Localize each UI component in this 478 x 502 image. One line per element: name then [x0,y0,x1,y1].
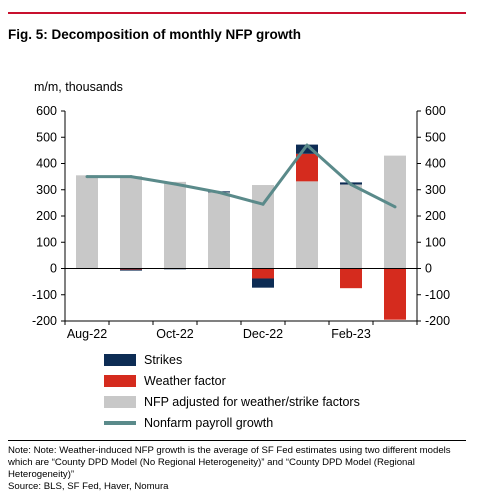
legend-item-nfp-adjusted: NFP adjusted for weather/strike factors [104,391,360,412]
title-rule [8,12,466,14]
y-axis-unit-label: m/m, thousands [34,80,123,94]
y-tick-label-right: 200 [425,209,446,223]
notes-block: Note: Note: Weather-induced NFP growth i… [8,445,470,493]
note-text: Note: Note: Weather-induced NFP growth i… [8,445,451,480]
bar-nfp-adjusted-for-weather-strike-factors-sep-22 [120,176,142,269]
bar-weather-factor-mar-23 [384,268,406,320]
bar-nfp-adjusted-for-weather-strike-factors-nov-22 [208,192,230,269]
y-tick-label-right: -200 [425,314,450,328]
bar-weather-factor-feb-23 [340,268,362,289]
legend-label-strikes: Strikes [144,352,183,367]
figure-title: Fig. 5: Decomposition of monthly NFP gro… [8,27,301,42]
bar-strikes-sep-22 [120,269,142,271]
y-tick-label-left: 200 [36,209,57,223]
bar-nfp-adjusted-for-weather-strike-factors-oct-22 [164,181,186,269]
y-tick-label-right: 400 [425,157,446,171]
y-tick-label-left: -100 [32,288,57,302]
line-nonfarm-payroll-growth [87,143,396,209]
y-tick-label-left: -200 [32,314,57,328]
point-nonfarm-payroll-aug-22 [85,175,89,179]
x-tick-label-oct-22: Oct-22 [156,327,194,341]
y-tick-label-right: -100 [425,288,450,302]
bars-layer [76,144,406,320]
point-nonfarm-payroll-sep-22 [129,175,133,179]
legend-swatch-weather-factor [104,374,136,387]
nfp-decomposition-chart: -200 -200 -100 -100 0 0 100 100 200 200 300 300 400 4… [32,104,450,341]
y-tick-label-left: 100 [36,235,57,249]
legend-swatch-strikes [104,353,136,366]
point-nonfarm-payroll-jan-23 [305,143,309,147]
y-tick-label-left: 500 [36,130,57,144]
legend-swatch-nfp-adjusted [104,395,136,408]
bar-weather-factor-dec-22 [252,268,274,279]
line-layer [85,143,397,209]
y-tick-label-right: 500 [425,130,446,144]
bar-nfp-adjusted-for-weather-strike-factors-feb-23 [340,184,362,269]
legend-item-weather-factor: Weather factor [104,370,360,391]
x-tick-label-dec-22: Dec-22 [243,327,283,341]
y-tick-label-right: 100 [425,235,446,249]
bar-nfp-adjusted-for-weather-strike-factors-dec-22 [252,185,274,269]
bar-strikes-oct-22 [164,268,186,270]
y-tick-label-left: 300 [36,183,57,197]
legend-label-nfp-adjusted: NFP adjusted for weather/strike factors [144,394,360,409]
y-tick-label-left: 400 [36,157,57,171]
legend-label-weather-factor: Weather factor [144,373,226,388]
y-tick-label-left: 600 [36,104,57,118]
y-tick-label-right: 0 [425,262,432,276]
legend-label-nonfarm-payroll: Nonfarm payroll growth [144,415,274,430]
notes-rule [8,440,466,441]
bar-strikes-dec-22 [252,278,274,288]
bar-nfp-adjusted-for-weather-strike-factors-mar-23 [384,155,406,269]
point-nonfarm-payroll-oct-22 [173,182,177,186]
y-tick-label-left: 0 [50,262,57,276]
point-nonfarm-payroll-nov-22 [217,190,221,194]
point-nonfarm-payroll-mar-23 [393,205,397,209]
y-tick-label-right: 300 [425,183,446,197]
bar-weather-factor-sep-22 [120,268,142,270]
legend-item-nonfarm-payroll: Nonfarm payroll growth [104,412,360,433]
bar-weather-factor-jan-23 [296,153,318,182]
chart-legend: Strikes Weather factor NFP adjusted for … [104,349,360,433]
y-tick-label-right: 600 [425,104,446,118]
axes-layer: -200 -200 -100 -100 0 0 100 100 200 200 300 300 400 4… [32,104,450,341]
bar-nfp-adjusted-for-weather-strike-factors-jan-23 [296,181,318,269]
x-tick-label-feb-23: Feb-23 [331,327,371,341]
bar-strikes-jan-23 [296,144,318,154]
bar-nfp-adjusted-for-weather-strike-factors-aug-22 [76,175,98,269]
point-nonfarm-payroll-feb-23 [349,183,353,186]
source-text: Source: BLS, SF Fed, Haver, Nomura [8,481,169,492]
legend-item-strikes: Strikes [104,349,360,370]
point-nonfarm-payroll-dec-22 [261,202,265,206]
legend-swatch-nonfarm-payroll [104,420,136,425]
x-tick-label-aug-22: Aug-22 [67,327,107,341]
